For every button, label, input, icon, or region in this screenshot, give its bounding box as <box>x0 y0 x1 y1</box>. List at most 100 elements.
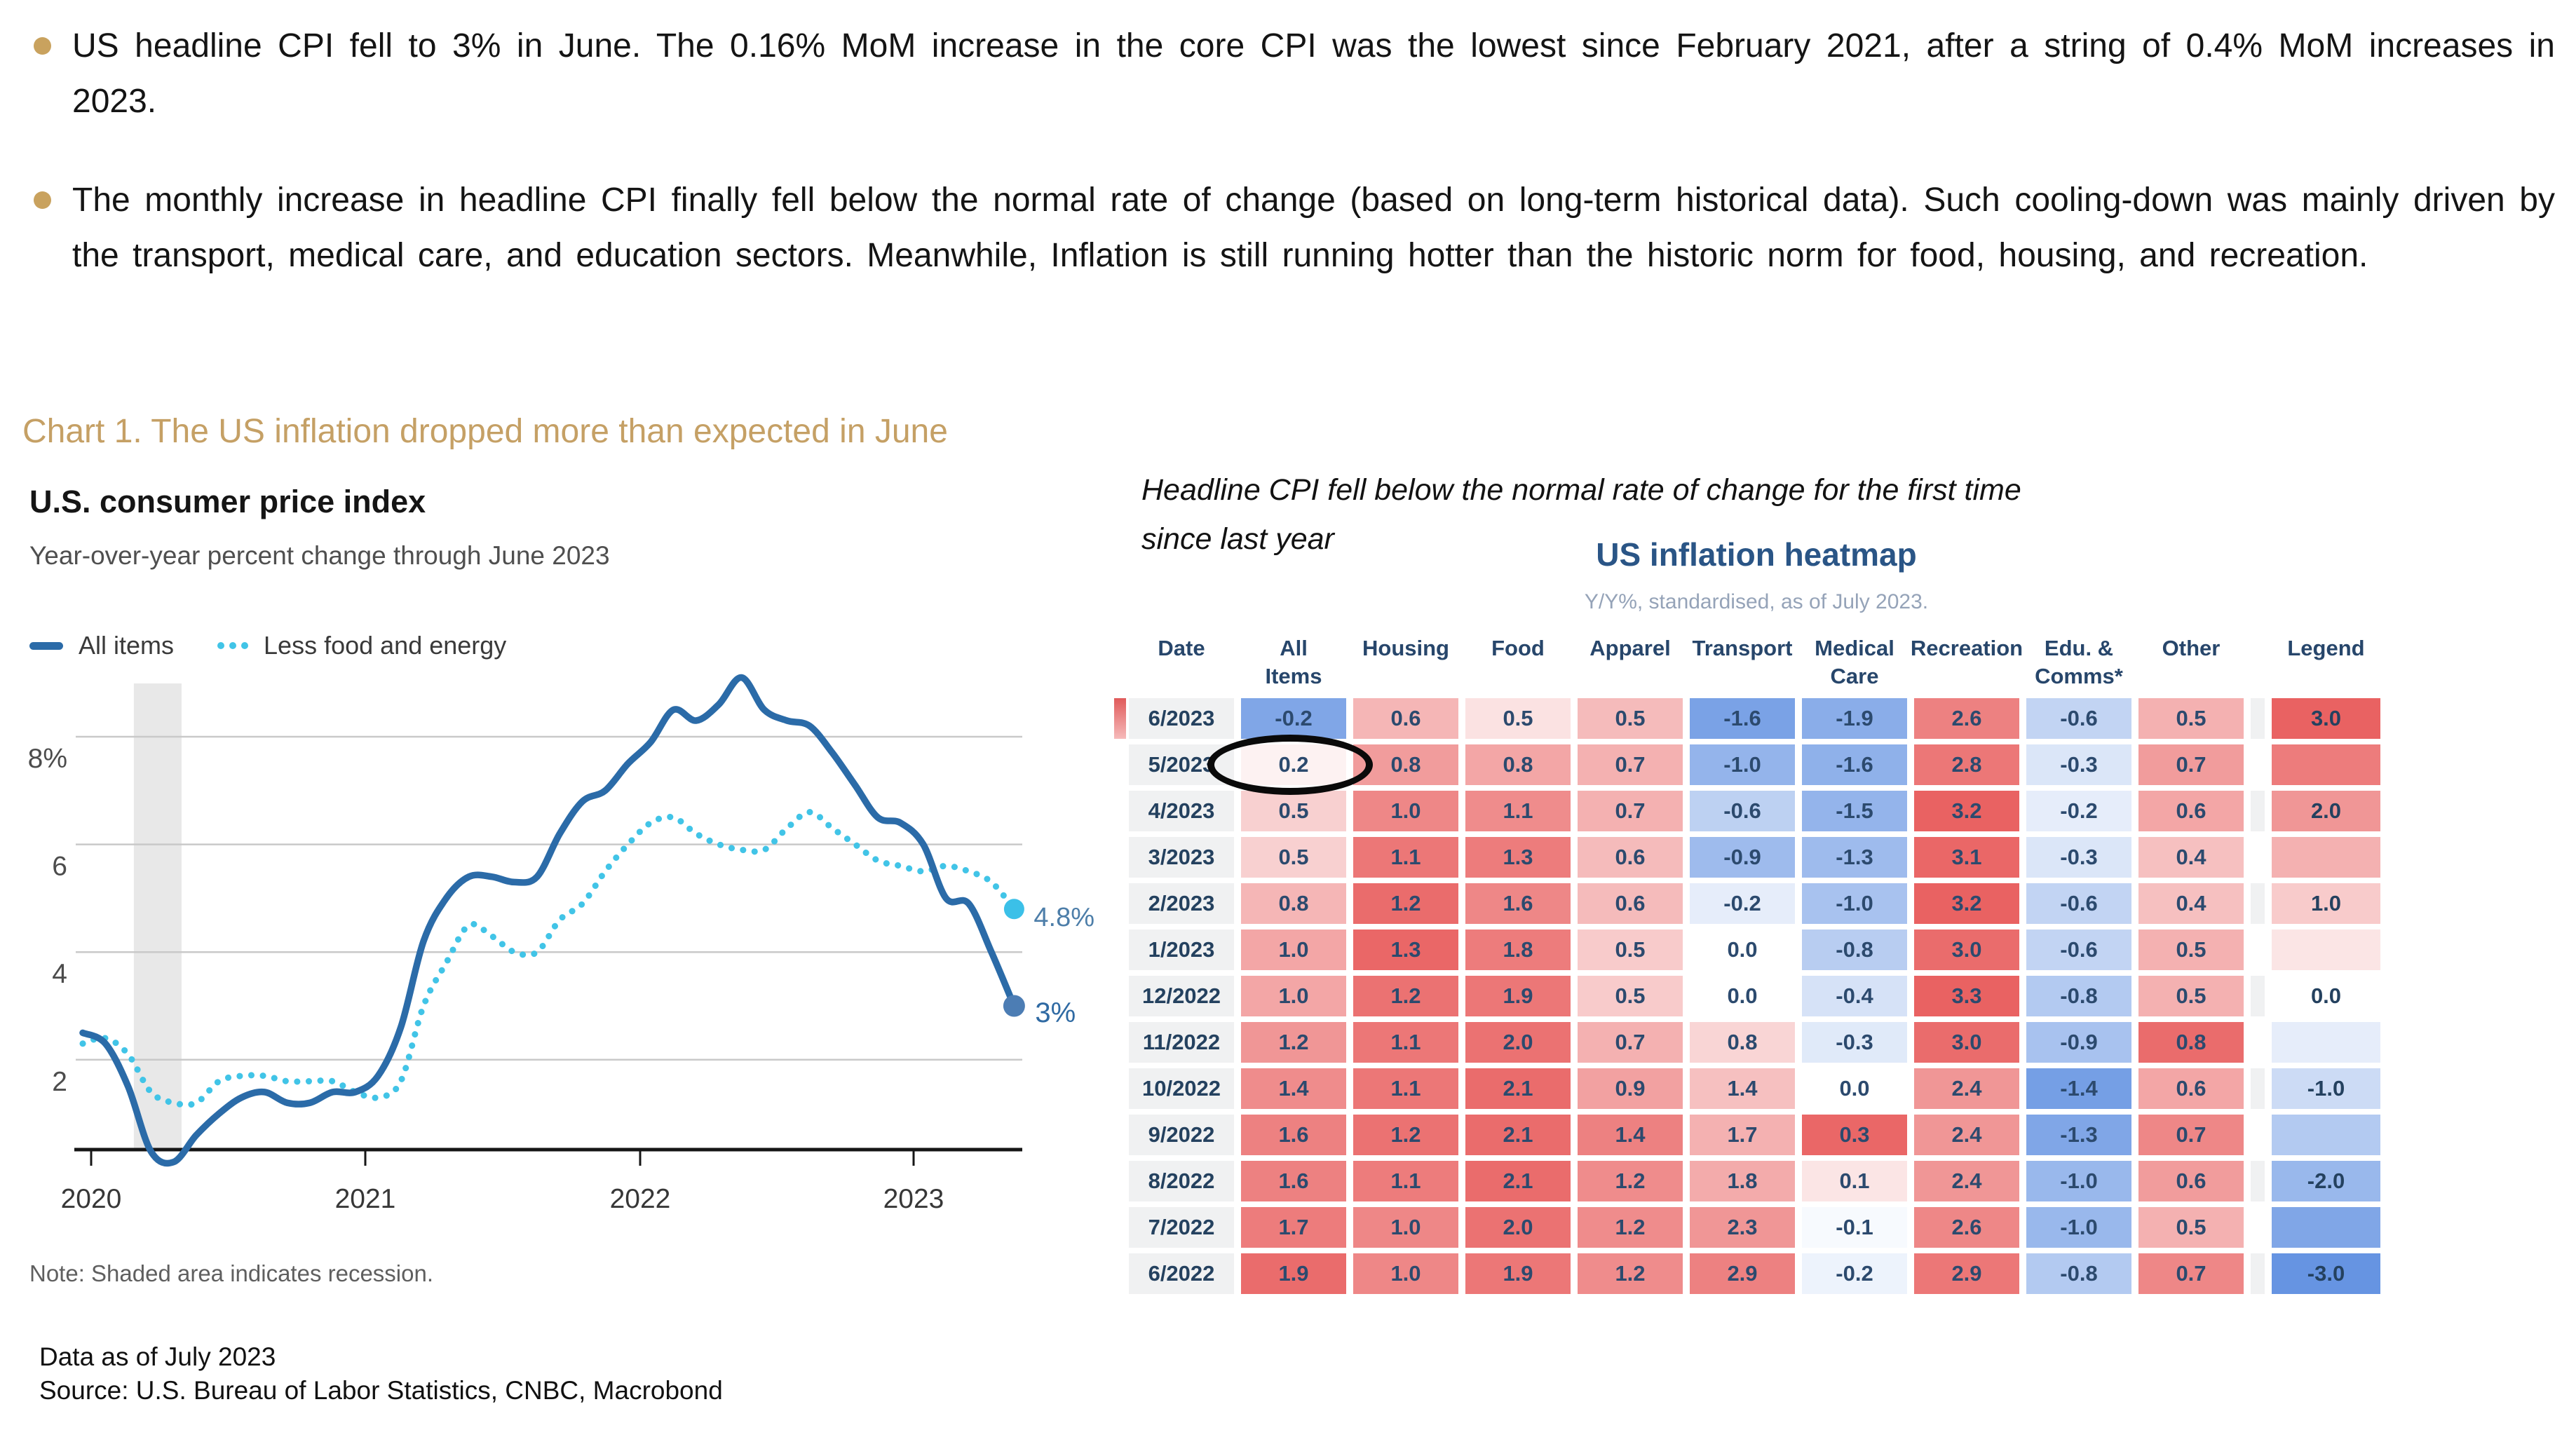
date-cell: 9/2022 <box>1129 1115 1234 1155</box>
heatmap-cell: 1.4 <box>1690 1068 1795 1109</box>
heatmap-cell: 2.6 <box>1914 698 2019 739</box>
heatmap-cell: 0.0 <box>1802 1068 1907 1109</box>
heatmap-cell: 1.1 <box>1353 1022 1458 1063</box>
heatmap-cell: 0.5 <box>1578 929 1683 970</box>
heatmap-cell: 2.1 <box>1465 1115 1571 1155</box>
y-axis-label: 6 <box>52 852 67 882</box>
heatmap-cell: -0.6 <box>2026 883 2131 924</box>
heatmap-cell: 0.5 <box>2138 976 2244 1016</box>
heatmap-cell: 2.8 <box>1914 744 2019 785</box>
legend-swatch: -2.0 <box>2272 1161 2380 1201</box>
heatmap-cell: 3.2 <box>1914 883 2019 924</box>
heatmap-cell: 1.0 <box>1353 791 1458 831</box>
legend-tick <box>2251 698 2265 739</box>
heatmap-cell: 0.6 <box>1353 698 1458 739</box>
legend-tick <box>2251 1253 2265 1294</box>
heatmap-cell: -0.3 <box>1802 1022 1907 1063</box>
heatmap-cell: 2.1 <box>1465 1068 1571 1109</box>
bullet-dot-icon <box>34 191 51 209</box>
recession-band <box>133 683 182 1150</box>
heatmap-cell: -1.9 <box>1802 698 1907 739</box>
date-cell: 6/2023 <box>1129 698 1234 739</box>
legend-swatch: -3.0 <box>2272 1253 2380 1294</box>
x-axis-label: 2021 <box>335 1184 396 1214</box>
bullet-dot-icon <box>34 37 51 55</box>
heatmap-cell: 2.4 <box>1914 1115 2019 1155</box>
heatmap-cell: 1.6 <box>1241 1115 1346 1155</box>
legend-tick <box>2251 976 2265 1016</box>
column-header-date: Date <box>1158 636 1205 660</box>
heatmap-cell: -1.6 <box>1690 698 1795 739</box>
legend-swatch: -1.0 <box>2272 1068 2380 1109</box>
date-cell: 6/2022 <box>1129 1253 1234 1294</box>
heatmap-cell: 1.3 <box>1353 929 1458 970</box>
annotation-line1: Headline CPI fell below the normal rate … <box>1141 473 2021 507</box>
heatmap-cell: 0.7 <box>1578 791 1683 831</box>
heatmap-cell: -0.3 <box>2026 744 2131 785</box>
heatmap-cell: 0.5 <box>1465 698 1571 739</box>
heatmap-cell: -0.6 <box>2026 698 2131 739</box>
heatmap-cell: 1.9 <box>1465 976 1571 1016</box>
source-note: Source: U.S. Bureau of Labor Statistics,… <box>39 1376 723 1405</box>
y-axis-label: 4 <box>52 959 67 989</box>
heatmap-cell: 0.4 <box>2138 837 2244 878</box>
heatmap-cell: -0.4 <box>1802 976 1907 1016</box>
heatmap-cell: 0.8 <box>1465 744 1571 785</box>
heatmap-cell: 2.6 <box>1914 1207 2019 1248</box>
legend-label-all-items: All items <box>79 631 175 660</box>
core-end-dot <box>1003 899 1024 920</box>
legend-label-core: Less food and energy <box>264 631 507 660</box>
legend-swatch <box>2272 1022 2380 1063</box>
column-header-apparel: Apparel <box>1589 636 1671 660</box>
bullet-item: The monthly increase in headline CPI fin… <box>21 172 2555 283</box>
date-cell: 11/2022 <box>1129 1022 1234 1063</box>
legend-tick <box>2251 1207 2265 1248</box>
heatmap-cell: -0.1 <box>1802 1207 1907 1248</box>
legend-swatch: 0.0 <box>2272 976 2380 1016</box>
date-cell: 8/2022 <box>1129 1161 1234 1201</box>
headline-cpi-line <box>79 674 1018 1167</box>
heatmap-cell: 3.0 <box>1914 1022 2019 1063</box>
heatmap-cell: -0.2 <box>1241 698 1346 739</box>
date-cell: 2/2023 <box>1129 883 1234 924</box>
heatmap-cell: 1.8 <box>1465 929 1571 970</box>
legend-swatch <box>2272 837 2380 878</box>
cpi-line-chart: 8% 6 4 2 2020 2021 2022 2023 4.8% 3% <box>28 674 1094 1214</box>
date-cell: 7/2022 <box>1129 1207 1234 1248</box>
legend-tick <box>2251 791 2265 831</box>
heatmap-cell: 0.1 <box>1802 1161 1907 1201</box>
column-header-other: Other <box>2162 636 2221 660</box>
column-header-housing: Housing <box>1362 636 1449 660</box>
column-header-transport: Transport <box>1692 636 1793 660</box>
heatmap-cell: 1.0 <box>1353 1207 1458 1248</box>
heatmap-cell: 2.4 <box>1914 1161 2019 1201</box>
legend-tick <box>2251 1115 2265 1155</box>
heatmap-cell: 0.6 <box>1578 883 1683 924</box>
heatmap-cell: -0.8 <box>1802 929 1907 970</box>
bullet-list: US headline CPI fell to 3% in June. The … <box>21 18 2555 283</box>
heatmap-cell: -0.2 <box>1690 883 1795 924</box>
date-cell: 10/2022 <box>1129 1068 1234 1109</box>
heatmap-cell: 0.0 <box>1690 929 1795 970</box>
legend-swatch: 2.0 <box>2272 791 2380 831</box>
heatmap-cell: 2.0 <box>1465 1207 1571 1248</box>
heatmap-cell: 0.6 <box>1578 837 1683 878</box>
date-cell: 12/2022 <box>1129 976 1234 1016</box>
date-cell: 3/2023 <box>1129 837 1234 878</box>
heatmap-cell: 1.9 <box>1241 1253 1346 1294</box>
bullet-text: The monthly increase in headline CPI fin… <box>72 182 2555 274</box>
heatmap-cell: -1.0 <box>2026 1161 2131 1201</box>
heatmap-cell: -1.5 <box>1802 791 1907 831</box>
footer: Data as of July 2023 Source: U.S. Bureau… <box>39 1340 723 1408</box>
chart-note: Note: Shaded area indicates recession. <box>29 1260 434 1286</box>
y-axis-label: 2 <box>52 1067 67 1097</box>
heatmap-cell: 0.7 <box>1578 1022 1683 1063</box>
heatmap-cell: -0.3 <box>2026 837 2131 878</box>
heatmap-cell: 2.3 <box>1690 1207 1795 1248</box>
heatmap-cell: 1.0 <box>1353 1253 1458 1294</box>
column-header-all: All Items <box>1265 636 1322 688</box>
heatmap-cell: 0.6 <box>2138 1068 2244 1109</box>
heatmap-cell: 1.1 <box>1353 837 1458 878</box>
heatmap-subtitle: Y/Y%, standardised, as of July 2023. <box>1584 590 1929 613</box>
legend-swatch <box>2272 1207 2380 1248</box>
